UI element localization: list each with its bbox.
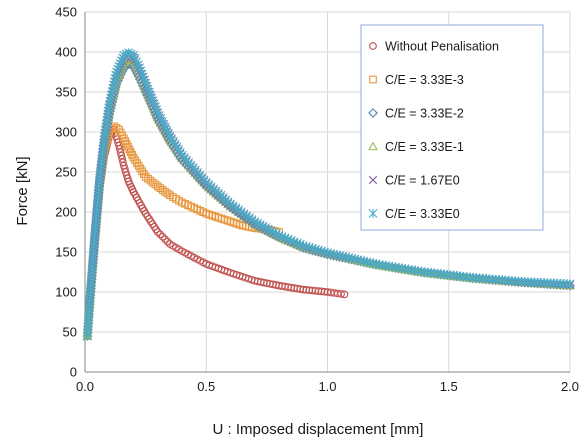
x-tick-label: 1.5 (440, 379, 458, 394)
y-tick-label: 250 (55, 165, 77, 180)
legend-item: C/E = 1.67E0 (368, 174, 460, 188)
y-tick-label: 150 (55, 245, 77, 260)
legend-marker (368, 141, 378, 151)
data-point (170, 139, 180, 149)
y-axis-title: Force [kN] (14, 156, 31, 225)
data-point (163, 237, 172, 246)
data-point (158, 232, 167, 241)
legend-item: C/E = 3.33E0 (368, 207, 460, 221)
legend-item: C/E = 3.33E-3 (369, 73, 464, 87)
legend-marker (368, 175, 378, 185)
legend-label: C/E = 3.33E0 (385, 207, 460, 221)
legend-label: C/E = 3.33E-3 (385, 73, 464, 87)
legend-item: C/E = 3.33E-2 (368, 107, 464, 121)
axes: 0 50 100 150 200 250 300 350 400 450 0.0 0.5 1.0 1.5 2… (55, 5, 579, 395)
y-tick-label: 50 (63, 325, 77, 340)
y-tick-label: 0 (70, 365, 77, 380)
data-point (140, 170, 148, 178)
x-tick-label: 0.5 (197, 379, 215, 394)
y-tick-label: 450 (55, 5, 77, 20)
x-tick-label: 1.0 (318, 379, 336, 394)
data-point (174, 145, 184, 155)
series-6 (82, 48, 575, 341)
data-point (161, 235, 169, 244)
data-point (172, 142, 182, 152)
data-point (121, 61, 132, 71)
legend-marker (368, 108, 378, 118)
legend-item: Without Penalisation (369, 40, 499, 54)
legend-item: C/E = 3.33E-1 (368, 140, 464, 154)
data-point (175, 147, 185, 157)
y-tick-label: 100 (55, 285, 77, 300)
legend-marker (369, 75, 377, 84)
y-tick-label: 300 (55, 125, 77, 140)
data-point (165, 131, 175, 141)
series-1 (83, 125, 349, 340)
x-axis-title: U : Imposed displacement [mm] (213, 421, 424, 438)
data-point (156, 230, 165, 239)
y-tick-label: 400 (55, 45, 77, 60)
legend-label: C/E = 1.67E0 (385, 174, 460, 188)
legend-marker (369, 42, 377, 50)
legend: Without Penalisation C/E = 3.33E-3 C/E = 3… (360, 24, 544, 231)
legend-label: C/E = 3.33E-1 (385, 140, 464, 154)
legend-box (360, 24, 544, 231)
legend-marker (368, 209, 378, 218)
data-point (168, 136, 178, 146)
legend-label: Without Penalisation (385, 40, 499, 54)
data-point (565, 279, 575, 289)
data-point (340, 290, 349, 299)
y-tick-label: 200 (55, 205, 77, 220)
x-tick-label: 2.0 (561, 379, 579, 394)
y-tick-label: 350 (55, 85, 77, 100)
data-point (167, 134, 177, 144)
data-point (337, 290, 345, 298)
data-point (112, 124, 121, 132)
series-markers (82, 48, 575, 341)
legend-label: C/E = 3.33E-2 (385, 107, 464, 121)
data-point (153, 228, 162, 236)
x-tick-label: 0.0 (76, 379, 94, 394)
